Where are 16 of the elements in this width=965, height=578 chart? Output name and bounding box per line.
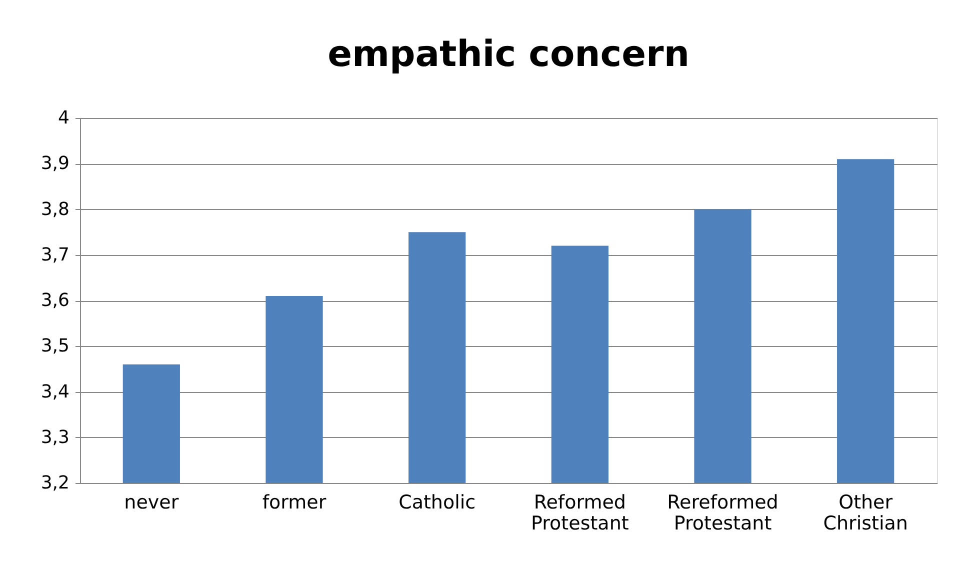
x-tick-label: Reformed Protestant bbox=[531, 492, 629, 534]
y-tick-label: 4 bbox=[58, 108, 70, 128]
x-tick-label: Other Christian bbox=[823, 492, 908, 534]
x-tick-label: former bbox=[262, 492, 326, 514]
y-tick-label: 3,5 bbox=[40, 336, 70, 357]
y-tick-label: 3,8 bbox=[40, 198, 70, 220]
chart-title: empathic concern bbox=[328, 34, 690, 75]
y-tick-label: 3,6 bbox=[40, 290, 70, 311]
x-tick-label: never bbox=[124, 492, 179, 514]
x-tick-label: Catholic bbox=[398, 492, 476, 514]
y-tick-label: 3,4 bbox=[40, 381, 70, 402]
x-tick-label: Rereformed Protestant bbox=[667, 492, 778, 534]
y-tick-label: 3,9 bbox=[40, 153, 70, 174]
y-tick-label: 3,2 bbox=[40, 472, 70, 494]
y-tick-label: 3,7 bbox=[40, 244, 70, 266]
y-tick-label: 3,3 bbox=[40, 426, 70, 448]
